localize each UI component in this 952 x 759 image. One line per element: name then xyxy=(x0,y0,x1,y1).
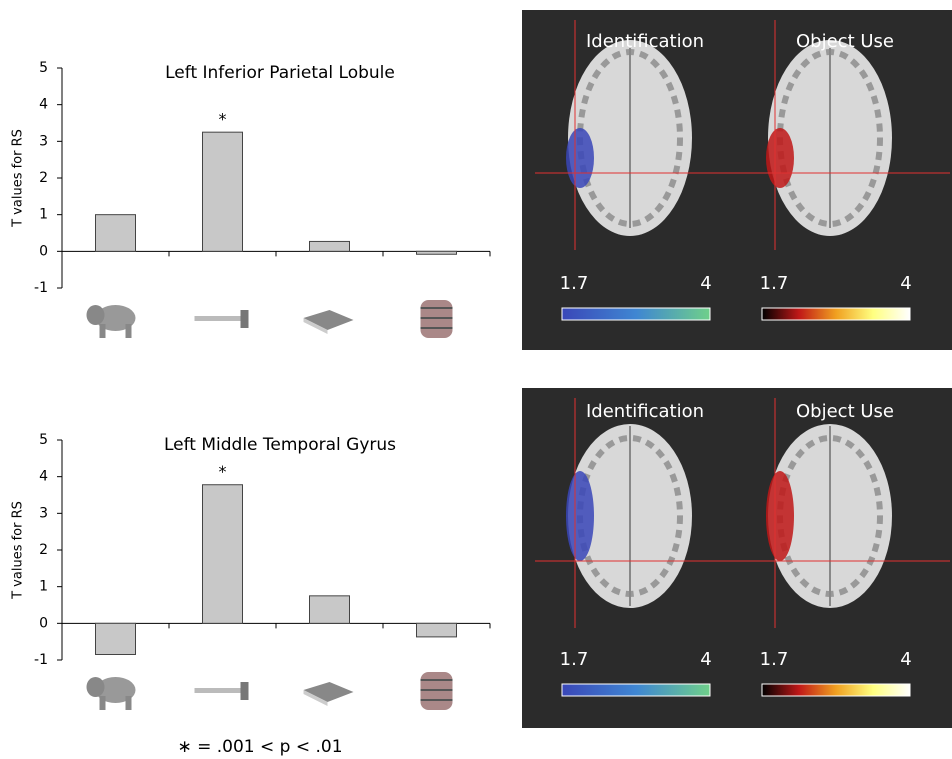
map-label: Object Use xyxy=(796,401,894,422)
significance-marker: * xyxy=(219,110,227,129)
colorbar-max: 4 xyxy=(700,273,711,294)
bar xyxy=(417,251,457,254)
figure: ∗ = .001 < p < .01 Left Inferior Parieta… xyxy=(0,0,952,759)
icon xyxy=(195,316,245,321)
y-tick-label: 5 xyxy=(39,432,48,448)
y-tick-label: 0 xyxy=(39,243,48,259)
y-tick-label: 3 xyxy=(39,505,48,521)
bar xyxy=(203,485,243,624)
y-tick-label: -1 xyxy=(34,652,48,668)
activation xyxy=(766,471,794,561)
activation xyxy=(766,128,794,188)
colorbar xyxy=(562,684,710,696)
bar xyxy=(310,241,350,251)
y-tick-label: 0 xyxy=(39,615,48,631)
significance-marker: * xyxy=(219,462,227,481)
icon xyxy=(100,696,106,710)
activation xyxy=(566,128,594,188)
icon xyxy=(126,696,132,710)
y-tick-label: 4 xyxy=(39,469,48,485)
y-axis-label: T values for RS xyxy=(11,129,26,228)
y-tick-label: 2 xyxy=(39,542,48,558)
bar xyxy=(417,623,457,637)
colorbar-min: 1.7 xyxy=(560,273,589,294)
icon xyxy=(87,305,105,325)
icon xyxy=(304,310,354,330)
footnote: ∗ = .001 < p < .01 xyxy=(177,737,342,757)
icon xyxy=(195,688,245,693)
y-tick-label: 5 xyxy=(39,60,48,76)
colorbar xyxy=(562,308,710,320)
colorbar-min: 1.7 xyxy=(760,273,789,294)
activation xyxy=(566,471,594,561)
y-tick-label: 1 xyxy=(39,579,48,595)
y-tick-label: 3 xyxy=(39,133,48,149)
map-label: Object Use xyxy=(796,31,894,52)
bar xyxy=(96,215,136,252)
icon xyxy=(241,682,249,700)
map-label: Identification xyxy=(586,31,704,52)
colorbar-max: 4 xyxy=(900,649,911,670)
icon xyxy=(100,324,106,338)
colorbar-min: 1.7 xyxy=(560,649,589,670)
icon xyxy=(87,677,105,697)
colorbar-max: 4 xyxy=(900,273,911,294)
colorbar xyxy=(762,308,910,320)
bar xyxy=(203,132,243,251)
y-tick-label: 1 xyxy=(39,207,48,223)
icon xyxy=(304,682,354,702)
colorbar-min: 1.7 xyxy=(760,649,789,670)
y-axis-label: T values for RS xyxy=(11,501,26,600)
y-tick-label: 2 xyxy=(39,170,48,186)
y-tick-label: 4 xyxy=(39,97,48,113)
chart-title: Left Middle Temporal Gyrus xyxy=(164,435,396,455)
colorbar-max: 4 xyxy=(700,649,711,670)
chart-title: Left Inferior Parietal Lobule xyxy=(165,63,395,83)
bar xyxy=(96,623,136,654)
colorbar xyxy=(762,684,910,696)
y-tick-label: -1 xyxy=(34,280,48,296)
icon xyxy=(126,324,132,338)
map-label: Identification xyxy=(586,401,704,422)
icon xyxy=(241,310,249,328)
bar xyxy=(310,596,350,624)
